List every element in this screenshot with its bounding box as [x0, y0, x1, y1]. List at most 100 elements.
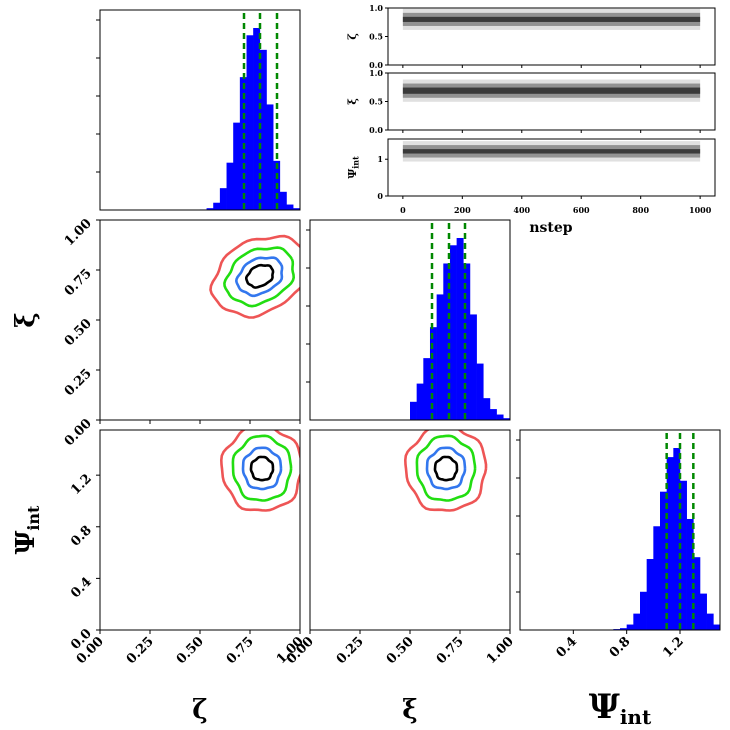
hist-bar: [213, 202, 221, 210]
hist-bar: [286, 204, 294, 210]
hist-bar: [693, 557, 701, 630]
hist-bar: [410, 401, 417, 420]
hist-bar: [469, 314, 477, 420]
contour-group: [219, 430, 300, 512]
x-tick-label: 0.50: [384, 634, 417, 667]
hist-bar: [293, 208, 301, 210]
trace-x-tick-label: 400: [513, 205, 530, 215]
contour-level-2: [241, 446, 283, 491]
contour-level-1: [249, 455, 275, 482]
contour-panel-psi_vs_xi: [309, 429, 511, 631]
trace-ylabel: Ψint: [346, 156, 360, 179]
y-tick-label: 0.75: [62, 266, 95, 299]
trace-x-tick-label: 0: [400, 205, 406, 215]
hist-bar: [706, 613, 714, 630]
hist-bar: [416, 383, 424, 420]
histogram-panel-xi: [306, 219, 511, 421]
y-tick-label: 0.4: [68, 575, 95, 602]
panel-frame: [309, 429, 511, 631]
contour-level-1: [245, 263, 275, 289]
hist-bar: [456, 238, 464, 420]
trace-band-core: [402, 149, 701, 154]
contour-panel-psi_vs_zeta: [99, 429, 301, 631]
x-tick-label: 0.00: [284, 634, 317, 667]
trace-x-label: nstep: [529, 220, 572, 236]
trace-y-tick-label: 0.0: [369, 125, 383, 135]
contour-level-4: [403, 430, 488, 512]
trace-x-tick-label: 800: [632, 205, 649, 215]
contour-group: [403, 430, 488, 512]
hist-bar: [680, 480, 687, 630]
trace-ylabel: ζ: [346, 33, 359, 40]
trace-panel-3: 0 1 Ψint: [346, 138, 716, 201]
hist-bar: [226, 162, 234, 210]
hist-bar: [660, 491, 667, 630]
y-tick-label: 0.25: [62, 366, 95, 399]
contour-level-2: [234, 256, 284, 298]
hist-bar: [673, 448, 681, 630]
x-tick-label: 0.50: [174, 634, 207, 667]
y-axis-label: Ψint: [11, 505, 43, 554]
hist-bar: [666, 457, 674, 630]
panel-frame: [519, 429, 721, 631]
hist-bar: [620, 628, 627, 630]
hist-bar: [266, 104, 274, 210]
trace-y-tick-label: 0.5: [369, 32, 383, 42]
hist-bar: [246, 35, 254, 210]
contour-group: [209, 234, 300, 319]
hist-bar: [483, 398, 491, 420]
trace-y-tick-label: 0: [377, 191, 383, 201]
axis-label-layer: 0.00 0.25 0.50 0.75 1.00 0.00 0.25 0.50 0.75 1.00…: [11, 205, 712, 729]
panel-frame: [309, 219, 511, 421]
trace-y-tick-label: 1.0: [369, 68, 383, 78]
trace-x-tick-label: 600: [573, 205, 590, 215]
y-tick-label: 1.2: [68, 471, 95, 498]
contour-level-4: [209, 234, 300, 319]
hist-bar: [449, 245, 457, 420]
y-tick-label: 0.00: [62, 416, 95, 449]
hist-bar: [653, 526, 661, 630]
hist-bar: [423, 358, 431, 420]
hist-bar: [436, 294, 444, 420]
hist-bar: [626, 624, 634, 630]
hist-bar: [646, 559, 654, 630]
trace-panel-1: 0.0 0.5 1.0 ζ: [346, 3, 716, 70]
y-tick-label: 1.00: [62, 216, 95, 249]
panel-layer: 0.0 0.5 1.0 ζ 0.0 0.5 1.0 ξ 0 1 Ψint: [96, 3, 721, 631]
x-tick-label: 0.75: [224, 634, 257, 667]
trace-y-tick-label: 0.0: [369, 60, 383, 70]
hist-bar: [496, 414, 504, 420]
hist-bar: [700, 593, 707, 630]
x-tick-label: 0.25: [334, 634, 367, 667]
y-tick-label: 0.8: [68, 523, 95, 550]
contour-level-3: [231, 434, 293, 502]
trace-x-tick-label: 200: [454, 205, 471, 215]
x-axis-label: ζ: [192, 695, 207, 725]
hist-bar: [233, 122, 241, 210]
hist-bar: [219, 188, 227, 210]
hist-bar: [463, 263, 471, 420]
x-tick-label: 0.75: [434, 634, 467, 667]
hist-bar: [633, 613, 641, 630]
histogram-panel-psi: [516, 429, 721, 631]
histogram-panel-zeta: [96, 9, 301, 211]
hist-bar: [503, 418, 511, 420]
hist-bar: [640, 591, 647, 630]
contour-panel-xi_vs_zeta: [99, 219, 301, 421]
hist-bar: [279, 191, 287, 210]
y-tick-label: 0.50: [62, 316, 95, 349]
contour-level-3: [415, 434, 477, 502]
trace-band-core: [402, 87, 701, 94]
hist-bar: [476, 363, 484, 420]
hist-bar: [686, 518, 694, 630]
x-tick-label: 0.4: [554, 634, 581, 661]
x-tick-label: 1.2: [660, 634, 687, 661]
panel-frame: [99, 9, 301, 211]
hist-bar: [443, 263, 451, 420]
trace-ylabel: ξ: [346, 98, 359, 105]
y-axis-label: ξ: [11, 312, 41, 327]
hist-bar: [429, 327, 437, 420]
contour-level-2: [425, 446, 467, 491]
x-tick-label: 0.25: [124, 634, 157, 667]
